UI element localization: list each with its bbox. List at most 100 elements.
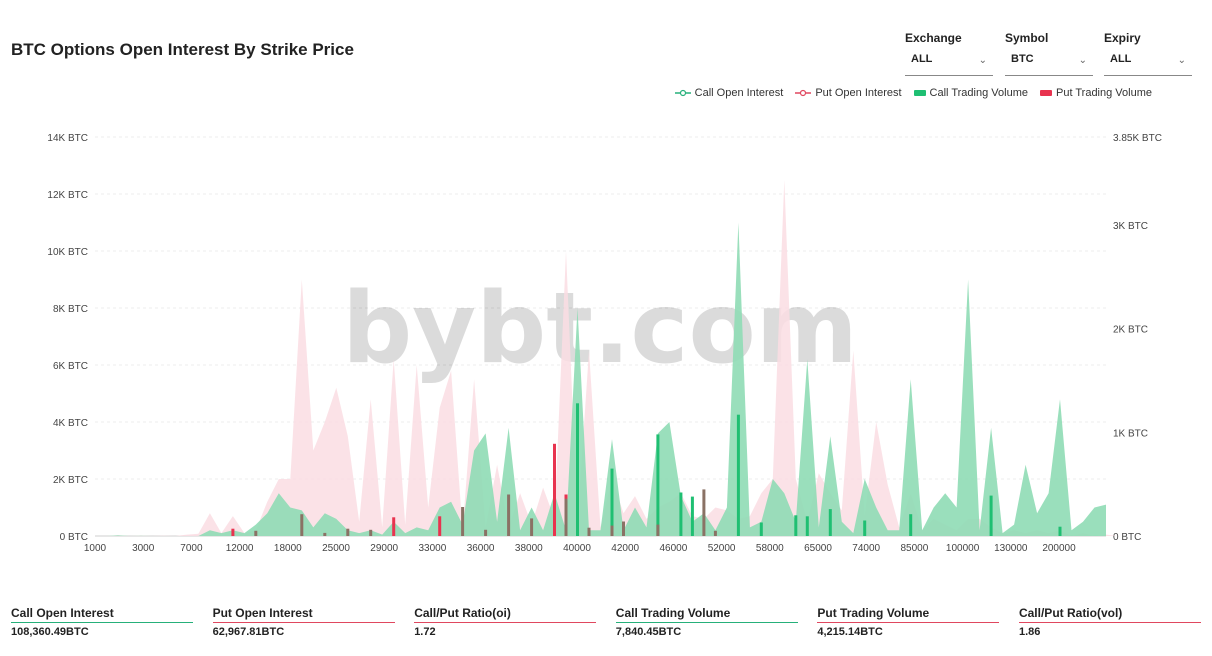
x-tick-label: 18000 bbox=[274, 543, 302, 554]
mixed-volume-bar bbox=[369, 529, 373, 536]
mixed-volume-bar bbox=[507, 494, 511, 536]
y-left-tick-label: 8K BTC bbox=[53, 304, 88, 315]
mixed-volume-bar bbox=[587, 527, 591, 536]
y-right-tick-label: 0 BTC bbox=[1113, 532, 1141, 543]
y-right-tick-label: 1K BTC bbox=[1113, 428, 1148, 439]
x-tick-label: 130000 bbox=[994, 543, 1028, 554]
mixed-volume-bar bbox=[300, 514, 304, 536]
x-tick-label: 42000 bbox=[611, 543, 639, 554]
bar-swatch-icon bbox=[1039, 90, 1052, 96]
y-left-tick-label: 12K BTC bbox=[47, 190, 88, 201]
chart-legend: Call Open Interest Put Open Interest Cal… bbox=[674, 87, 1152, 99]
expiry-select-value: ALL bbox=[1110, 53, 1132, 65]
chevron-down-icon: ⌄ bbox=[978, 55, 987, 66]
symbol-select[interactable]: BTC ⌄ bbox=[1005, 51, 1093, 76]
x-tick-label: 29000 bbox=[370, 543, 398, 554]
stat-put-open-interest: Put Open Interest 62,967.81BTC bbox=[212, 606, 395, 638]
stat-label: Call/Put Ratio(oi) bbox=[414, 606, 511, 620]
bar-swatch-icon bbox=[913, 90, 926, 96]
legend-label: Call Open Interest bbox=[694, 87, 784, 99]
watermark: bybt.com bbox=[342, 272, 858, 386]
stat-value: 1.72 bbox=[414, 626, 436, 638]
mixed-volume-bar bbox=[622, 521, 625, 536]
stat-value: 108,360.49BTC bbox=[11, 626, 89, 638]
x-tick-label: 200000 bbox=[1042, 543, 1076, 554]
call-volume-bar bbox=[1058, 526, 1062, 536]
stat-label: Call Open Interest bbox=[11, 606, 114, 620]
x-tick-label: 25000 bbox=[322, 543, 350, 554]
put-volume-bar bbox=[392, 517, 396, 536]
stat-underline bbox=[212, 622, 395, 623]
line-marker-icon bbox=[795, 89, 812, 97]
x-tick-label: 38000 bbox=[515, 543, 543, 554]
chevron-down-icon: ⌄ bbox=[1078, 55, 1087, 66]
call-volume-bar bbox=[909, 514, 913, 536]
x-tick-label: 58000 bbox=[756, 543, 784, 554]
put-volume-bar bbox=[231, 528, 235, 536]
exchange-select[interactable]: ALL ⌄ bbox=[905, 51, 993, 76]
mixed-volume-bar bbox=[323, 532, 327, 536]
stat-call-put-ratio-oi: Call/Put Ratio(oi) 1.72 bbox=[414, 606, 597, 638]
legend-label: Call Trading Volume bbox=[929, 87, 1028, 99]
mixed-volume-bar bbox=[530, 518, 534, 536]
x-tick-label: 36000 bbox=[467, 543, 495, 554]
x-tick-label: 85000 bbox=[900, 543, 928, 554]
x-tick-label: 65000 bbox=[804, 543, 832, 554]
stat-call-open-interest: Call Open Interest 108,360.49BTC bbox=[11, 606, 193, 638]
chevron-down-icon: ⌄ bbox=[1177, 55, 1186, 66]
legend-call-trading-volume[interactable]: Call Trading Volume bbox=[913, 87, 1028, 99]
stat-put-trading-volume: Put Trading Volume 4,215.14BTC bbox=[817, 606, 1000, 638]
mixed-volume-bar bbox=[702, 489, 706, 536]
x-tick-label: 74000 bbox=[852, 543, 880, 554]
x-tick-label: 3000 bbox=[132, 543, 155, 554]
legend-put-open-interest[interactable]: Put Open Interest bbox=[795, 87, 902, 99]
y-left-tick-label: 10K BTC bbox=[47, 247, 88, 258]
call-volume-bar bbox=[679, 492, 683, 536]
x-tick-label: 52000 bbox=[708, 543, 736, 554]
stat-underline bbox=[615, 622, 798, 623]
stat-underline bbox=[11, 622, 193, 623]
put-volume-bar bbox=[438, 516, 442, 536]
legend-call-open-interest[interactable]: Call Open Interest bbox=[674, 87, 784, 99]
y-right-tick-label: 2K BTC bbox=[1113, 325, 1148, 336]
legend-put-trading-volume[interactable]: Put Trading Volume bbox=[1039, 87, 1152, 99]
y-left-tick-label: 6K BTC bbox=[53, 361, 88, 372]
x-tick-label: 46000 bbox=[659, 543, 687, 554]
legend-label: Put Open Interest bbox=[815, 87, 902, 99]
exchange-select-value: ALL bbox=[911, 53, 933, 65]
stat-value: 62,967.81BTC bbox=[212, 626, 285, 638]
call-volume-bar bbox=[736, 414, 740, 536]
call-volume-bar bbox=[805, 516, 809, 536]
y-right-tick-label: 3K BTC bbox=[1113, 221, 1148, 232]
mixed-volume-bar bbox=[656, 524, 660, 536]
symbol-select-value: BTC bbox=[1011, 53, 1034, 65]
stat-underline bbox=[817, 622, 1000, 623]
stat-label: Call Trading Volume bbox=[615, 606, 731, 620]
expiry-filter[interactable]: Expiry ALL ⌄ bbox=[1104, 31, 1192, 76]
open-interest-chart: 0 BTC 2K BTC 4K BTC 6K BTC 8K BTC 10K BTC 12K … bbox=[47, 133, 1162, 554]
x-tick-label: 100000 bbox=[946, 543, 980, 554]
mixed-volume-bar bbox=[564, 498, 568, 536]
symbol-filter-label: Symbol bbox=[1005, 31, 1049, 45]
stat-label: Call/Put Ratio(vol) bbox=[1018, 606, 1123, 620]
expiry-select[interactable]: ALL ⌄ bbox=[1104, 51, 1192, 76]
exchange-filter[interactable]: Exchange ALL ⌄ bbox=[905, 31, 993, 76]
symbol-filter[interactable]: Symbol BTC ⌄ bbox=[1005, 31, 1093, 76]
exchange-filter-label: Exchange bbox=[905, 31, 962, 45]
mixed-volume-bar bbox=[610, 525, 614, 536]
stat-call-trading-volume: Call Trading Volume 7,840.45BTC bbox=[615, 606, 798, 638]
stat-underline bbox=[1018, 622, 1201, 623]
legend-label: Put Trading Volume bbox=[1055, 87, 1152, 99]
call-volume-bar bbox=[828, 509, 832, 536]
call-volume-bar bbox=[989, 495, 993, 536]
put-open-interest-area bbox=[95, 179, 1129, 537]
call-volume-bar bbox=[863, 520, 867, 536]
x-tick-label: 12000 bbox=[226, 543, 254, 554]
x-tick-label: 40000 bbox=[563, 543, 591, 554]
call-volume-bar bbox=[690, 496, 694, 536]
stat-value: 1.86 bbox=[1018, 626, 1041, 638]
y-left-tick-label: 2K BTC bbox=[53, 475, 88, 486]
call-volume-bar bbox=[656, 434, 660, 536]
stat-call-put-ratio-vol: Call/Put Ratio(vol) 1.86 bbox=[1018, 606, 1201, 638]
call-volume-bar bbox=[610, 468, 614, 536]
